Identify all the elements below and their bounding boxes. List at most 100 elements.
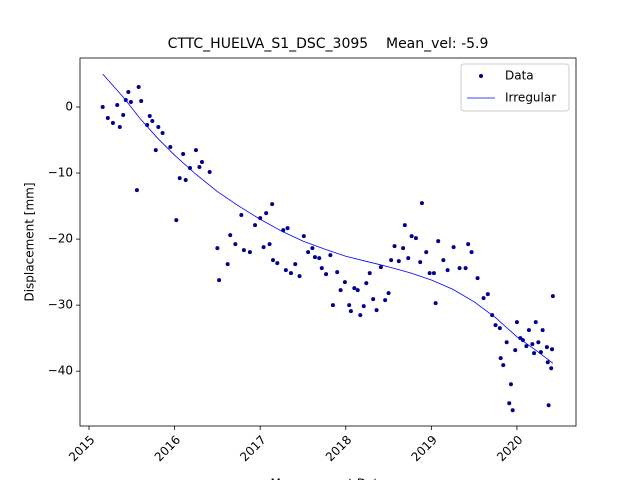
data-point (431, 271, 436, 276)
data-point (352, 286, 357, 291)
data-point (338, 288, 343, 293)
data-point (288, 271, 293, 276)
data-point (153, 148, 158, 153)
y-tick-label: −20 (48, 232, 73, 246)
data-point (261, 245, 266, 250)
data-point (371, 297, 376, 302)
data-point (540, 328, 545, 333)
data-point (524, 344, 529, 349)
data-point (328, 253, 333, 258)
data-point (441, 258, 446, 263)
data-point (436, 239, 441, 244)
data-point (317, 256, 322, 261)
data-point (297, 274, 302, 279)
x-axis-label: Measurement Date (271, 477, 386, 480)
data-point (457, 266, 462, 271)
data-point (271, 258, 276, 263)
data-point (514, 320, 519, 325)
y-tick-label: 0 (65, 100, 73, 114)
data-point (367, 271, 372, 276)
data-point (466, 242, 471, 247)
data-point (445, 268, 450, 273)
data-point (392, 244, 397, 249)
data-point (530, 342, 535, 347)
data-point (401, 246, 406, 251)
data-point (347, 303, 352, 308)
data-point (463, 266, 468, 271)
data-point (355, 288, 360, 293)
legend-label: Data (505, 69, 534, 83)
data-point (160, 131, 165, 136)
data-point (285, 226, 290, 231)
data-point (361, 304, 366, 309)
y-tick-label: −40 (48, 364, 73, 378)
data-point (544, 345, 549, 350)
data-point (386, 291, 391, 296)
data-point (264, 211, 269, 216)
data-point (510, 408, 515, 413)
data-point (306, 250, 311, 255)
data-point (485, 292, 490, 297)
data-point (239, 213, 244, 218)
data-point (225, 262, 230, 267)
data-point (427, 271, 432, 276)
legend-marker (479, 74, 483, 78)
data-point (233, 242, 238, 247)
data-point (168, 145, 173, 150)
data-point (100, 105, 105, 110)
data-point (550, 294, 555, 299)
data-point (342, 280, 347, 285)
y-tick-label: −30 (48, 298, 73, 312)
data-point (508, 382, 513, 387)
data-point (550, 347, 555, 352)
data-point (469, 250, 474, 255)
data-point (207, 170, 212, 175)
data-point (126, 90, 131, 95)
y-tick-label: −10 (48, 166, 73, 180)
data-point (187, 166, 192, 171)
data-point (270, 202, 275, 207)
plot-area (100, 73, 555, 413)
data-point (128, 99, 133, 104)
data-point (319, 266, 324, 271)
data-point (406, 256, 411, 261)
data-point (498, 356, 503, 361)
data-point (497, 326, 502, 331)
data-point (475, 276, 480, 281)
data-point (301, 234, 306, 239)
data-point (134, 188, 139, 193)
data-point (418, 260, 423, 265)
data-point (330, 303, 335, 308)
data-point (545, 360, 550, 365)
data-point (533, 320, 538, 325)
data-point (374, 308, 379, 313)
data-point (504, 340, 509, 345)
data-point (413, 236, 418, 241)
data-point (549, 366, 554, 371)
data-point (193, 148, 198, 153)
data-point (396, 259, 401, 264)
fit-line (102, 73, 554, 364)
data-point (419, 201, 424, 206)
data-point (324, 272, 329, 277)
data-point (335, 270, 340, 275)
data-point (348, 309, 353, 314)
data-point (150, 119, 155, 124)
data-point (199, 160, 204, 165)
data-point (181, 152, 186, 157)
legend-label: Irregular (505, 91, 556, 105)
data-point (507, 401, 512, 406)
data-point (546, 403, 551, 408)
data-point (197, 165, 202, 170)
data-point (501, 363, 506, 368)
data-point (358, 313, 363, 318)
data-point (389, 258, 394, 263)
data-point (312, 255, 317, 260)
data-point (451, 245, 456, 250)
data-point (409, 234, 414, 239)
data-point (147, 113, 152, 118)
data-point (139, 98, 144, 103)
data-point (293, 262, 298, 267)
data-point (241, 248, 246, 253)
data-point (267, 242, 272, 247)
